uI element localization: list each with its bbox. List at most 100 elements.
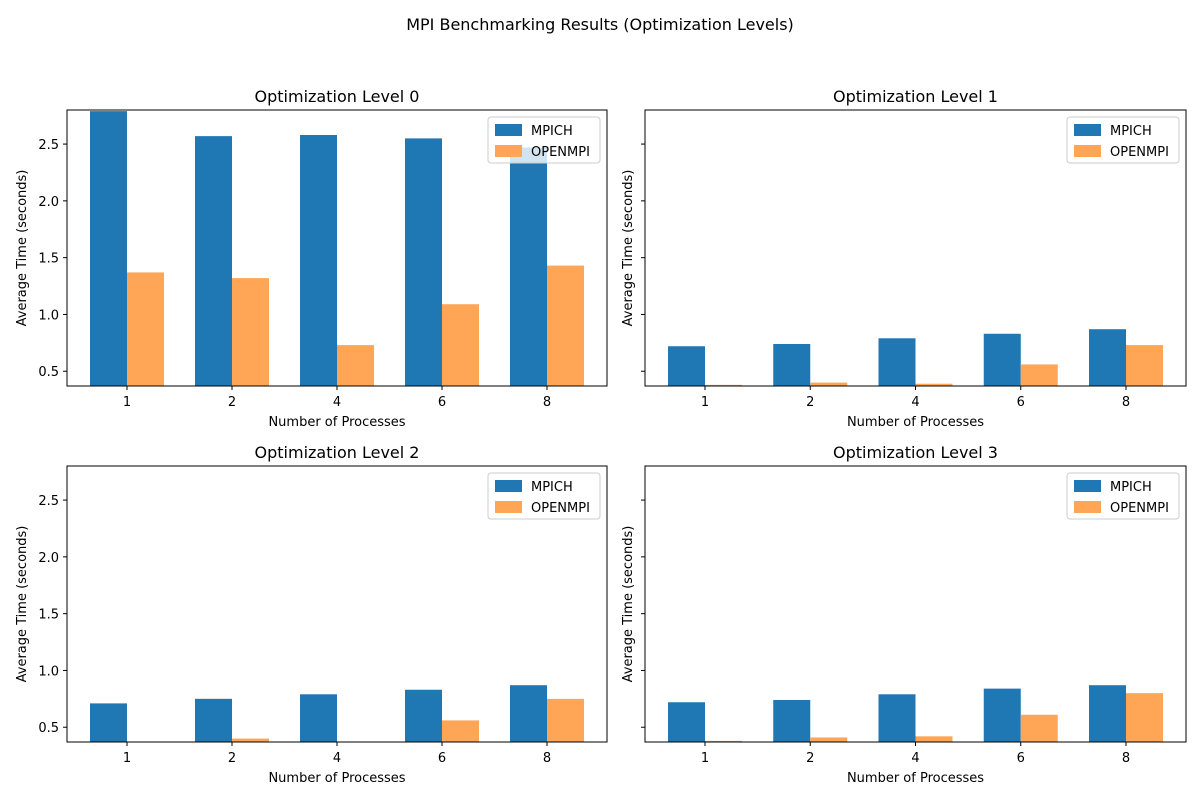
legend-label: OPENMPI [1110,501,1169,516]
bar-mpich-8 [510,147,547,386]
bar-openmpi-1 [127,272,164,386]
bars [668,329,1163,386]
legend-swatch-openmpi [495,145,522,157]
x-tick-label: 4 [911,395,919,410]
bar-openmpi-4 [337,345,374,386]
y-tick-label: 1.5 [38,252,59,267]
x-tick-label: 4 [333,751,341,766]
subplot-3: 1 2 4 6 8 Optimization Level 3 Number of Proce… [621,443,1187,786]
bar-mpich-1 [90,111,127,386]
bar-openmpi-4 [915,383,953,386]
legend: MPICH OPENMPI [1066,116,1180,164]
subplot-title: Optimization Level 2 [255,443,420,462]
bar-mpich-8 [1089,685,1126,742]
x-tick-label: 2 [806,395,814,410]
bar-mpich-6 [983,688,1021,742]
bar-mpich-6 [405,138,442,386]
bar-mpich-4 [878,694,916,742]
x-tick-label: 1 [123,395,131,410]
y-tick-label: 2.0 [38,551,59,566]
bar-openmpi-4 [915,736,953,742]
x-tick-label: 8 [1122,751,1130,766]
x-tick-label: 4 [911,751,919,766]
bar-openmpi-8 [547,265,584,386]
subplot-title: Optimization Level 1 [833,87,998,106]
legend: MPICH OPENMPI [487,116,601,164]
bar-openmpi-2 [232,738,269,742]
x-tick-label: 2 [228,395,236,410]
bar-openmpi-6 [1020,714,1058,742]
legend-swatch-mpich [495,480,522,492]
bar-mpich-8 [510,685,547,742]
bar-openmpi-6 [442,304,479,386]
bar-mpich-1 [668,346,705,386]
x-tick-label: 6 [438,751,446,766]
subplot-title: Optimization Level 3 [833,443,998,462]
y-tick-label: 2.0 [38,195,59,210]
legend-swatch-openmpi [1074,501,1101,513]
x-tick-label: 8 [543,395,551,410]
x-tick-label: 1 [701,751,709,766]
bar-openmpi-8 [1126,693,1163,742]
legend-label: MPICH [1110,480,1152,495]
bar-openmpi-2 [810,382,848,386]
bars [90,685,584,742]
x-tick-label: 1 [701,395,709,410]
x-tick-label: 2 [228,751,236,766]
bar-mpich-4 [878,338,916,386]
legend-swatch-mpich [1074,124,1101,136]
bar-openmpi-8 [547,698,584,742]
bar-mpich-2 [773,699,811,742]
bar-mpich-8 [1089,329,1126,386]
legend-label: OPENMPI [1110,145,1169,160]
legend-label: OPENMPI [531,145,590,160]
y-tick-label: 0.5 [38,365,59,380]
y-axis-label: Average Time (seconds) [621,170,636,327]
subplot-1: 1 2 4 6 8 Optimization Level 1 Number of Proce… [621,87,1187,430]
y-tick-label: 2.5 [38,138,59,153]
bar-mpich-4 [300,694,337,742]
legend-label: OPENMPI [531,501,590,516]
bar-mpich-2 [195,136,232,386]
bar-openmpi-8 [1126,345,1163,386]
bar-openmpi-6 [442,720,479,742]
x-axis-label: Number of Processes [847,415,984,430]
x-tick-label: 4 [333,395,341,410]
y-tick-label: 2.5 [38,494,59,509]
x-tick-label: 8 [1122,395,1130,410]
x-axis-label: Number of Processes [847,771,984,786]
y-tick-label: 1.0 [38,308,59,323]
bar-openmpi-1 [705,384,742,386]
x-tick-label: 2 [806,751,814,766]
bars [668,685,1163,742]
bar-openmpi-2 [232,278,269,386]
bar-mpich-2 [195,698,232,742]
bar-mpich-6 [405,689,442,742]
x-tick-label: 6 [438,395,446,410]
subplot-0: 1 2 4 6 8 0.5 1.0 1.5 2.0 2.5 Optimization Level 0… [15,87,608,430]
y-axis-label: Average Time (seconds) [15,170,30,327]
y-axis-label: Average Time (seconds) [15,526,30,683]
legend-swatch-mpich [1074,480,1101,492]
legend-swatch-openmpi [495,501,522,513]
y-tick-label: 0.5 [38,721,59,736]
bar-mpich-2 [773,343,811,386]
bar-openmpi-1 [705,740,742,742]
bar-mpich-1 [668,702,705,742]
legend-swatch-mpich [495,124,522,136]
subplot-title: Optimization Level 0 [255,87,420,106]
bar-mpich-6 [983,333,1021,386]
bar-mpich-1 [90,703,127,742]
legend-swatch-openmpi [1074,145,1101,157]
legend-label: MPICH [531,124,573,139]
legend-label: MPICH [531,480,573,495]
x-axis-label: Number of Processes [268,771,405,786]
bar-openmpi-6 [1020,364,1058,386]
figure-title: MPI Benchmarking Results (Optimization L… [406,15,794,34]
bar-openmpi-2 [810,737,848,742]
legend: MPICH OPENMPI [487,472,601,520]
y-axis-label: Average Time (seconds) [621,526,636,683]
y-tick-label: 1.5 [38,608,59,623]
x-axis-label: Number of Processes [268,415,405,430]
